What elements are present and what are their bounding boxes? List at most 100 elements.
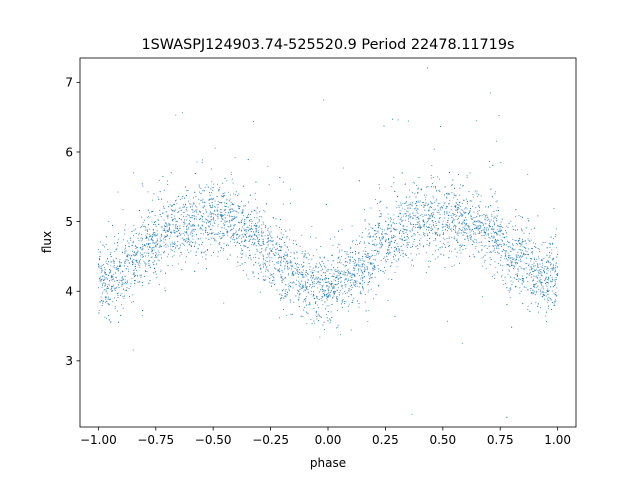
- data-point: [140, 255, 142, 257]
- data-point: [260, 244, 262, 247]
- data-point: [372, 243, 374, 245]
- data-point: [480, 226, 482, 228]
- data-point: [140, 277, 142, 279]
- data-point: [498, 247, 500, 249]
- data-point: [417, 226, 419, 229]
- data-point: [490, 232, 492, 234]
- data-point: [488, 224, 490, 226]
- data-point: [552, 237, 554, 239]
- data-point: [151, 221, 153, 223]
- data-point: [523, 240, 525, 242]
- data-point: [431, 228, 434, 230]
- data-point: [213, 219, 215, 221]
- data-point: [358, 180, 360, 182]
- data-point: [190, 225, 192, 227]
- data-point: [240, 221, 243, 223]
- data-point: [552, 267, 554, 269]
- data-point: [201, 251, 203, 253]
- data-point: [142, 221, 144, 223]
- data-point: [431, 216, 434, 218]
- data-point: [369, 243, 371, 245]
- data-point: [192, 238, 194, 240]
- data-point: [307, 312, 309, 314]
- data-point: [321, 295, 323, 298]
- data-point: [315, 301, 317, 304]
- data-point: [175, 199, 177, 201]
- data-point: [184, 241, 186, 243]
- data-point: [145, 229, 147, 231]
- data-point: [195, 254, 197, 256]
- data-point: [217, 218, 219, 220]
- data-point: [458, 206, 460, 208]
- data-point: [108, 314, 110, 317]
- data-point: [551, 290, 553, 292]
- data-point: [370, 288, 372, 290]
- data-point: [462, 185, 464, 187]
- data-point: [308, 259, 310, 261]
- data-point: [214, 233, 216, 235]
- data-point: [423, 194, 426, 196]
- data-point: [241, 220, 243, 222]
- data-point: [237, 212, 239, 214]
- data-point: [456, 239, 458, 242]
- data-point: [293, 240, 295, 242]
- data-point: [210, 205, 212, 207]
- data-point: [214, 239, 216, 241]
- data-point: [435, 222, 437, 224]
- data-point: [503, 248, 505, 251]
- data-point: [509, 254, 511, 257]
- data-point: [303, 256, 305, 258]
- data-point: [318, 281, 320, 283]
- data-point: [158, 252, 160, 254]
- data-point: [236, 256, 239, 258]
- data-point: [286, 263, 289, 265]
- data-point: [427, 227, 429, 229]
- data-point: [132, 250, 134, 252]
- data-point: [149, 242, 151, 245]
- data-point: [183, 219, 186, 221]
- data-point: [521, 283, 523, 285]
- data-point: [305, 282, 307, 284]
- data-point: [164, 239, 166, 241]
- data-point: [534, 284, 536, 286]
- data-point: [318, 282, 320, 284]
- data-point: [128, 246, 130, 248]
- data-point: [258, 220, 260, 222]
- data-point: [412, 212, 414, 214]
- data-point: [191, 206, 193, 208]
- data-point: [100, 271, 102, 274]
- data-point: [480, 241, 482, 243]
- data-point: [186, 224, 188, 226]
- data-point: [503, 250, 505, 252]
- data-point: [159, 237, 161, 239]
- data-point: [537, 305, 539, 307]
- data-point: [132, 273, 134, 275]
- data-point: [409, 231, 411, 233]
- data-point: [160, 215, 162, 218]
- data-point: [166, 243, 168, 245]
- data-point: [186, 210, 188, 212]
- data-point: [364, 246, 366, 248]
- data-point: [305, 298, 307, 300]
- data-point: [382, 271, 384, 273]
- data-point: [453, 193, 455, 195]
- data-point: [526, 253, 528, 256]
- data-point: [280, 259, 282, 261]
- data-point: [186, 233, 188, 235]
- data-point: [403, 213, 405, 215]
- data-point: [124, 275, 126, 277]
- data-point: [298, 296, 300, 298]
- data-point: [261, 235, 263, 237]
- data-point: [99, 301, 101, 303]
- data-point: [358, 282, 360, 284]
- data-point: [428, 209, 430, 211]
- data-point: [496, 239, 498, 241]
- data-point: [270, 249, 273, 252]
- data-point: [254, 238, 256, 241]
- data-point: [432, 213, 434, 215]
- data-point: [356, 280, 358, 282]
- data-point: [491, 214, 493, 216]
- data-point: [531, 264, 533, 266]
- data-point: [543, 280, 545, 282]
- data-point: [116, 300, 118, 302]
